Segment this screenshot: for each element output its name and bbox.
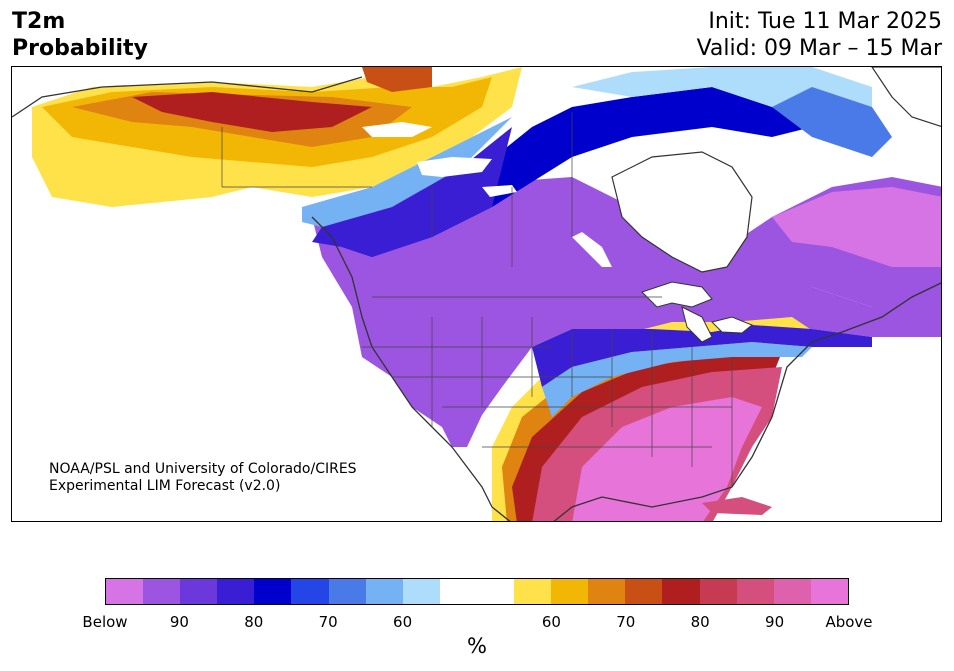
colorbar-segment (180, 579, 218, 604)
colorbar-tick-label: 60 (541, 613, 561, 631)
map-title: T2m Probability (12, 8, 148, 62)
colorbar-segment (736, 579, 774, 604)
map-canvas (12, 67, 941, 521)
greenland (871, 67, 941, 127)
colorbar-segment (217, 579, 255, 604)
colorbar-segment (699, 579, 737, 604)
above-region-yucatan (652, 511, 682, 521)
colorbar-tick-label: 90 (169, 613, 189, 631)
below-band-lakes (532, 325, 872, 387)
valid-range: Valid: 09 Mar – 15 Mar (696, 36, 942, 61)
colorbar-segment (402, 579, 440, 604)
colorbar-segment (143, 579, 181, 604)
above-region-alaska-red (132, 92, 372, 132)
arctic-islands-white (362, 122, 432, 137)
colorbar-segment (514, 579, 552, 604)
title-variable: T2m (12, 9, 66, 34)
colorbar-tick-label: 80 (244, 613, 264, 631)
state-borders (221, 112, 733, 487)
probability-map (11, 66, 942, 522)
colorbar-segment (328, 579, 366, 604)
colorbar-segment (106, 579, 144, 604)
above-region-southeast-red (512, 352, 782, 521)
colorbar-tick-label: 90 (765, 613, 785, 631)
colorbar-segment (254, 579, 292, 604)
forecast-dates: Init: Tue 11 Mar 2025 Valid: 09 Mar – 15… (697, 8, 942, 62)
colorbar-segment (476, 579, 515, 604)
colorbar-tick-label: Below (82, 613, 128, 631)
data-credit: NOAA/PSL and University of Colorado/CIRE… (49, 461, 357, 495)
below-band-lakes-light (542, 342, 812, 417)
colorbar-segment (439, 579, 477, 604)
colorbar-segment (625, 579, 663, 604)
colorbar-tick-label: 70 (318, 613, 338, 631)
colorbar-tick-label: 80 (690, 613, 710, 631)
title-product: Probability (12, 36, 148, 61)
coastline (12, 76, 941, 521)
colorbar-segment (773, 579, 811, 604)
above-region-southeast-core (572, 397, 762, 521)
above-region-arctic-coast (362, 67, 432, 92)
below-region-west (312, 177, 941, 447)
lake-winnipeg (572, 232, 612, 267)
great-slave-lake (482, 185, 517, 197)
colorbar-segment (365, 579, 403, 604)
great-bear-lake (417, 157, 492, 177)
below-band-arctic (772, 87, 892, 157)
colorbar-tick-label: 60 (393, 613, 413, 631)
colorbar-segment (551, 579, 589, 604)
credit-line-1: NOAA/PSL and University of Colorado/CIRE… (49, 461, 357, 477)
colorbar-tick-label: 70 (616, 613, 636, 631)
colorbar-segment (662, 579, 700, 604)
init-date: Init: Tue 11 Mar 2025 (708, 9, 942, 34)
below-band-light (302, 117, 512, 227)
colorbar-unit: % (467, 634, 487, 658)
credit-line-2: Experimental LIM Forecast (v2.0) (49, 478, 281, 494)
probability-colorbar (105, 578, 849, 605)
colorbar-segment (810, 579, 848, 604)
hudson-bay (611, 151, 753, 273)
above-region-cuba (702, 497, 772, 515)
colorbar-tick-label: Above (825, 613, 873, 631)
below-region-quebec-core (772, 187, 941, 267)
colorbar-segment (588, 579, 626, 604)
below-band-mid (312, 127, 512, 257)
great-lakes (641, 281, 753, 343)
colorbar-segment (291, 579, 329, 604)
